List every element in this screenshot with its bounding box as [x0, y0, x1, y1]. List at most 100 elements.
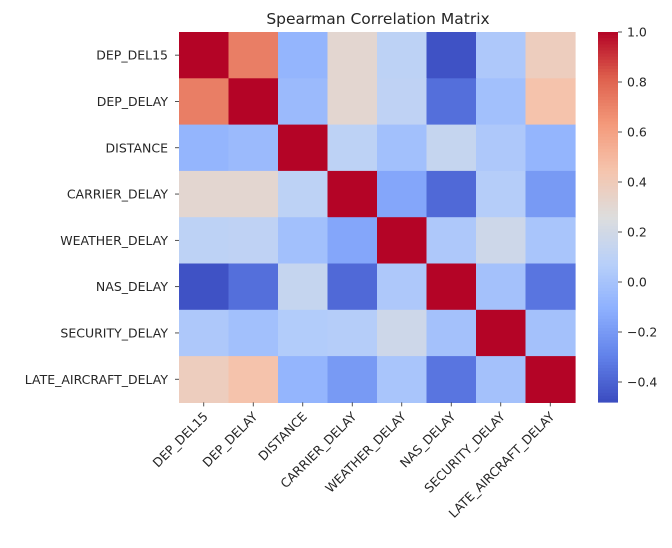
colorbar-segment: [598, 127, 618, 132]
colorbar-segment: [598, 189, 618, 193]
colorbar: −0.4 −0.2 0.0 0.2 0.4 0.6 0.8 1.0: [598, 25, 657, 403]
colorbar-segment: [598, 167, 618, 172]
heatmap-cell: [179, 217, 230, 265]
colorbar-segment: [598, 56, 618, 61]
heatmap-cell: [476, 309, 527, 357]
colorbar-segment: [598, 152, 618, 156]
heatmap-cell: [476, 170, 527, 218]
heatmap-cell: [377, 309, 428, 357]
y-tick-label: DISTANCE: [106, 140, 169, 155]
heatmap-cell: [278, 217, 329, 265]
heatmap-cell: [228, 217, 279, 265]
colorbar-segment: [598, 337, 618, 341]
colorbar-segment: [598, 257, 618, 261]
heatmap-cell: [426, 309, 477, 357]
heatmap-cell: [228, 309, 279, 357]
colorbar-segment: [598, 201, 618, 206]
heatmap-cell: [525, 356, 576, 403]
heatmap-cell: [179, 309, 230, 357]
heatmap-cell: [179, 32, 230, 79]
colorbar-segment: [598, 90, 618, 95]
heatmap-cell: [476, 32, 527, 79]
colorbar-segment: [598, 247, 618, 252]
colorbar-segment: [598, 112, 618, 116]
colorbar-segment: [598, 328, 618, 332]
colorbar-segment: [598, 352, 618, 357]
colorbar-segment: [598, 278, 618, 283]
heatmap-cell: [426, 170, 477, 218]
y-tick-label: WEATHER_DELAY: [60, 233, 168, 248]
colorbar-segment: [598, 340, 618, 345]
heatmap-cell: [327, 356, 378, 403]
colorbar-segment: [598, 192, 618, 197]
chart-title: Spearman Correlation Matrix: [266, 10, 489, 28]
heatmap-cell: [228, 263, 279, 311]
colorbar-segment: [598, 38, 618, 42]
colorbar-tick-label: −0.2: [627, 325, 657, 340]
heatmap-cell: [476, 78, 527, 126]
heatmap-cell: [278, 124, 329, 172]
colorbar-segment: [598, 176, 618, 181]
heatmap-cell: [426, 217, 477, 265]
heatmap-cell: [525, 217, 576, 265]
colorbar-segment: [598, 180, 618, 184]
heatmap-cell: [525, 78, 576, 126]
colorbar-segment: [598, 346, 618, 351]
colorbar-segment: [598, 65, 618, 70]
colorbar-segment: [598, 69, 618, 73]
x-tick-labels: DEP_DEL15DEP_DELAYDISTANCECARRIER_DELAYW…: [150, 402, 558, 521]
heatmap-cell: [327, 78, 378, 126]
colorbar-segment: [598, 158, 618, 163]
colorbar-segment: [598, 213, 618, 218]
colorbar-segment: [598, 395, 618, 400]
heatmap-cell: [179, 356, 230, 403]
heatmap-cell: [476, 263, 527, 311]
colorbar-segment: [598, 139, 618, 144]
colorbar-segment: [598, 383, 618, 388]
y-tick-label: DEP_DELAY: [97, 94, 169, 109]
colorbar-segment: [598, 121, 618, 126]
colorbar-segment: [598, 93, 618, 98]
colorbar-segment: [598, 109, 618, 113]
colorbar-segment: [598, 75, 618, 79]
colorbar-tick-label: 1.0: [627, 25, 647, 40]
heatmap-cell: [179, 124, 230, 172]
colorbar-segment: [598, 392, 618, 397]
colorbar-segment: [598, 365, 618, 369]
colorbar-segment: [598, 198, 618, 203]
colorbar-segment: [598, 96, 618, 101]
colorbar-segment: [598, 183, 618, 187]
heatmap-cell: [327, 263, 378, 311]
colorbar-segment: [598, 81, 618, 86]
heatmap-cell: [525, 124, 576, 172]
colorbar-segment: [598, 102, 618, 107]
heatmap-cell: [426, 263, 477, 311]
colorbar-segment: [598, 44, 618, 49]
colorbar-segment: [598, 284, 618, 289]
colorbar-segment: [598, 389, 618, 394]
colorbar-segment: [598, 334, 618, 338]
colorbar-segment: [598, 220, 618, 224]
colorbar-tick-label: 0.8: [627, 75, 647, 90]
heatmap-cell: [327, 32, 378, 79]
colorbar-segment: [598, 207, 618, 212]
colorbar-segment: [598, 380, 618, 385]
heatmap-cell: [327, 217, 378, 265]
colorbar-segment: [598, 35, 618, 39]
colorbar-segment: [598, 343, 618, 348]
colorbar-tick-label: −0.4: [627, 375, 657, 390]
y-tick-label: CARRIER_DELAY: [67, 187, 169, 202]
colorbar-segment: [598, 87, 618, 92]
colorbar-tick-label: 0.0: [627, 275, 647, 290]
colorbar-segment: [598, 386, 618, 391]
colorbar-segment: [598, 398, 618, 403]
colorbar-segment: [598, 41, 618, 45]
colorbar-segment: [598, 164, 618, 169]
heatmap-cell: [179, 170, 230, 218]
colorbar-segment: [598, 294, 618, 298]
heatmap-cell: [228, 170, 279, 218]
heatmap-cell: [179, 78, 230, 126]
heatmap-cell: [377, 217, 428, 265]
colorbar-tick-label: 0.6: [627, 125, 647, 140]
